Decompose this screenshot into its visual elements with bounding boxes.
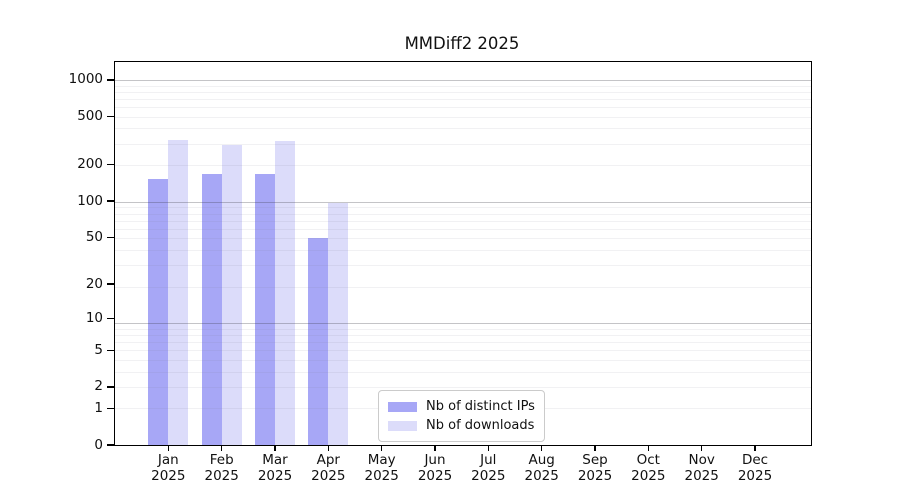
gridline-major xyxy=(115,80,811,81)
legend-swatch-icon xyxy=(388,420,417,431)
y-axis-tick xyxy=(107,164,114,166)
y-axis-tick xyxy=(107,349,114,351)
bar-distinct-ips xyxy=(201,173,222,445)
bar-distinct-ips xyxy=(255,173,275,445)
y-axis-tick xyxy=(107,79,114,81)
x-axis-tick xyxy=(327,445,329,451)
x-axis-tick-label-feb: Feb 2025 xyxy=(204,452,239,484)
x-axis-tick xyxy=(167,445,169,451)
chart-title: MMDiff2 2025 xyxy=(404,34,520,53)
y-axis-tick-label: 20 xyxy=(85,275,103,292)
y-axis-tick-label: 1 xyxy=(94,399,103,416)
legend-row: Nb of distinct IPs xyxy=(388,397,535,416)
y-axis-tick-label: 1000 xyxy=(68,71,103,88)
legend-swatch-icon xyxy=(388,401,417,412)
y-axis-tick xyxy=(107,386,114,388)
x-axis-tick xyxy=(594,445,596,451)
y-axis-tick xyxy=(107,115,114,118)
bar-downloads xyxy=(221,145,242,445)
x-axis-tick xyxy=(381,445,383,451)
y-axis-tick-label: 50 xyxy=(85,228,103,245)
y-axis-tick xyxy=(107,444,114,446)
y-axis-tick-label: 5 xyxy=(94,341,103,358)
x-axis-tick-label-apr: Apr 2025 xyxy=(311,452,346,484)
gridline-minor xyxy=(115,128,811,130)
x-axis-tick xyxy=(274,445,276,451)
x-axis-tick-label-may: May 2025 xyxy=(364,452,399,484)
legend-row: Nb of downloads xyxy=(388,416,535,435)
x-axis-tick-label-mar: Mar 2025 xyxy=(257,452,293,484)
legend-label: Nb of distinct IPs xyxy=(426,399,535,414)
y-axis-tick xyxy=(107,200,114,202)
x-axis-tick xyxy=(221,445,223,451)
y-axis-tick xyxy=(107,236,114,238)
gridline-minor xyxy=(115,85,811,87)
y-axis-tick-label: 10 xyxy=(85,309,103,326)
x-axis-tick xyxy=(541,445,543,451)
x-axis-tick xyxy=(434,445,436,451)
bar-downloads xyxy=(328,202,349,445)
x-axis-tick-label-oct: Oct 2025 xyxy=(631,452,666,484)
gridline-minor xyxy=(115,91,811,93)
y-axis-tick-label: 500 xyxy=(77,108,103,124)
gridline-minor xyxy=(115,143,811,145)
x-axis-tick-label-jun: Jun 2025 xyxy=(417,452,453,484)
y-axis-tick-label: 2 xyxy=(94,378,103,395)
gridline-minor xyxy=(115,165,811,166)
x-axis-tick-label-jul: Jul 2025 xyxy=(471,452,506,484)
gridline-minor xyxy=(115,107,811,108)
y-axis-tick xyxy=(107,407,114,410)
legend-label: Nb of downloads xyxy=(426,418,535,433)
bar-distinct-ips xyxy=(148,179,169,445)
x-axis-tick-label-aug: Aug 2025 xyxy=(524,452,559,484)
x-axis-tick-label-nov: Nov 2025 xyxy=(684,452,719,484)
y-axis-tick-label: 100 xyxy=(77,192,103,209)
x-axis-tick xyxy=(754,445,756,451)
x-axis-tick xyxy=(647,445,649,451)
x-axis-tick-label-jan: Jan 2025 xyxy=(151,452,186,484)
x-axis-tick-label-sep: Sep 2025 xyxy=(577,452,613,484)
gridline-minor xyxy=(115,116,811,118)
bar-downloads xyxy=(168,139,189,445)
bar-downloads xyxy=(275,141,295,445)
x-axis-tick xyxy=(701,445,703,451)
x-axis-tick xyxy=(487,445,489,451)
gridline-minor xyxy=(115,98,811,100)
y-axis-tick-label: 0 xyxy=(94,436,103,453)
x-axis-tick-label-dec: Dec 2025 xyxy=(737,452,773,484)
bar-distinct-ips xyxy=(308,238,329,445)
y-axis-tick xyxy=(107,317,114,319)
plot-area: 0 1 2 5 10 20 50 100 200 500 1000 Jan 2025 Feb 2025 M… xyxy=(69,61,812,483)
y-axis-tick-label: 200 xyxy=(77,156,103,173)
legend: Nb of distinct IPs Nb of downloads xyxy=(378,390,545,442)
y-axis-tick xyxy=(107,283,114,285)
